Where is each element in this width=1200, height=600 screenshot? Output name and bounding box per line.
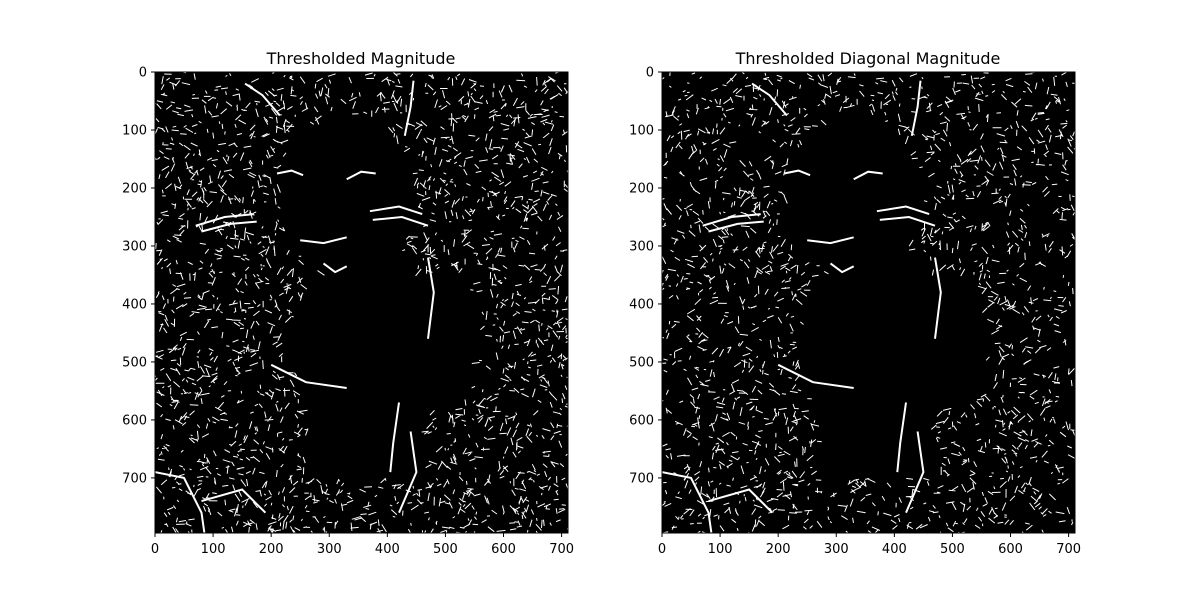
x-tick-label: 400 [882, 542, 907, 557]
image-area [662, 72, 1075, 533]
y-tick-label: 100 [122, 123, 147, 138]
edge-feature [876, 205, 930, 216]
y-tick-label: 400 [629, 297, 654, 312]
x-tick-label: 500 [433, 542, 458, 557]
x-tick-label: 200 [259, 542, 284, 557]
edge-feature [934, 257, 942, 339]
y-tick-label: 700 [122, 471, 147, 486]
edge-feature [783, 169, 811, 177]
edge-feature [427, 257, 435, 339]
x-tick-label: 100 [201, 542, 226, 557]
y-tick-label: 100 [629, 123, 654, 138]
edge-texture [662, 72, 1075, 533]
edge-feature [346, 170, 376, 181]
edge-feature [372, 215, 429, 227]
y-tick-label: 300 [629, 239, 654, 254]
y-tick-label: 200 [122, 181, 147, 196]
image-area [155, 72, 568, 533]
panel-thresholded-diagonal-magnitude: Thresholded Diagonal Magnitude 0 100 200 30… [629, 49, 1081, 557]
x-tick-label: 400 [375, 542, 400, 557]
edge-feature [389, 402, 400, 473]
x-tick-label: 300 [824, 542, 849, 557]
edge-feature [201, 220, 257, 233]
axes-frame [154, 71, 569, 534]
edge-feature [708, 220, 764, 233]
edge-feature [879, 215, 936, 227]
edge-feature [702, 213, 761, 227]
edge-feature [270, 363, 347, 389]
y-tick-label: 0 [139, 66, 147, 81]
edge-feature [829, 262, 855, 274]
edge-feature [322, 262, 348, 274]
edge-feature [662, 471, 713, 533]
x-tick-label: 700 [1056, 542, 1081, 557]
x-tick-label: 100 [708, 542, 733, 557]
edge-feature [896, 402, 907, 473]
edge-feature [155, 471, 206, 533]
edge-feature [195, 213, 254, 227]
y-tick-label: 600 [629, 413, 654, 428]
y-tick-label: 600 [122, 413, 147, 428]
x-tick-label: 0 [151, 542, 159, 557]
edge-feature [300, 236, 347, 245]
x-tick-label: 700 [549, 542, 574, 557]
axes-frame [661, 71, 1076, 534]
x-tick-label: 300 [317, 542, 342, 557]
x-tick-label: 0 [658, 542, 666, 557]
edge-feature [751, 82, 788, 117]
edge-texture [155, 72, 568, 533]
edge-feature [708, 488, 774, 514]
panel-title: Thresholded Magnitude [266, 49, 456, 68]
y-tick-label: 700 [629, 471, 654, 486]
y-tick-label: 500 [629, 355, 654, 370]
y-tick-label: 200 [629, 181, 654, 196]
edge-feature [398, 431, 418, 514]
edge-feature [244, 82, 281, 117]
image-background [155, 72, 568, 533]
edge-feature [403, 80, 415, 136]
y-tick-label: 500 [122, 355, 147, 370]
x-tick-label: 500 [940, 542, 965, 557]
y-tick-label: 400 [122, 297, 147, 312]
edge-feature [777, 363, 854, 389]
y-tick-label: 0 [646, 66, 654, 81]
x-tick-label: 200 [766, 542, 791, 557]
edge-feature [853, 170, 883, 181]
panel-title: Thresholded Diagonal Magnitude [735, 49, 1001, 68]
edge-feature [201, 488, 267, 514]
panel-thresholded-magnitude: Thresholded Magnitude 0 100 200 300 400 500 60… [122, 49, 574, 557]
x-tick-label: 600 [998, 542, 1023, 557]
edge-feature [910, 80, 922, 136]
x-tick-label: 600 [491, 542, 516, 557]
edge-feature [369, 205, 423, 216]
y-tick-label: 300 [122, 239, 147, 254]
edge-feature [905, 431, 925, 514]
edge-feature [807, 236, 854, 245]
edge-feature [276, 169, 304, 177]
